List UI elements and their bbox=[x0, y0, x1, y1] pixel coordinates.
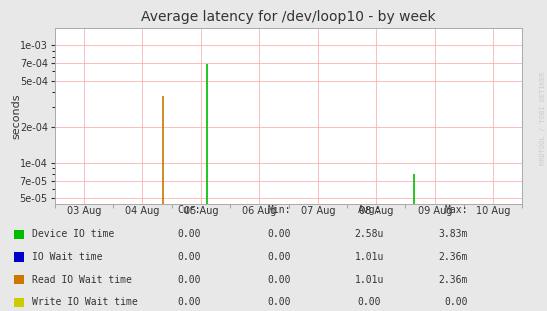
Text: 2.36m: 2.36m bbox=[438, 275, 468, 285]
Text: 0.00: 0.00 bbox=[444, 297, 468, 307]
Text: 0.00: 0.00 bbox=[267, 297, 290, 307]
Text: 1.01u: 1.01u bbox=[354, 252, 384, 262]
Text: 0.00: 0.00 bbox=[177, 275, 200, 285]
Text: Read IO Wait time: Read IO Wait time bbox=[32, 275, 132, 285]
Text: RRDTOOL / TOBI OETIKER: RRDTOOL / TOBI OETIKER bbox=[540, 72, 546, 165]
Text: 0.00: 0.00 bbox=[267, 275, 290, 285]
Text: Write IO Wait time: Write IO Wait time bbox=[32, 297, 137, 307]
Text: 3.83m: 3.83m bbox=[438, 229, 468, 239]
Text: Device IO time: Device IO time bbox=[32, 229, 114, 239]
Text: Avg:: Avg: bbox=[358, 205, 381, 215]
Text: 0.00: 0.00 bbox=[177, 252, 200, 262]
Text: Max:: Max: bbox=[444, 205, 468, 215]
Text: Min:: Min: bbox=[267, 205, 290, 215]
Text: 0.00: 0.00 bbox=[177, 297, 200, 307]
Text: 0.00: 0.00 bbox=[177, 229, 200, 239]
Text: 0.00: 0.00 bbox=[358, 297, 381, 307]
Text: 2.36m: 2.36m bbox=[438, 252, 468, 262]
Y-axis label: seconds: seconds bbox=[12, 93, 22, 139]
Text: 1.01u: 1.01u bbox=[354, 275, 384, 285]
Text: IO Wait time: IO Wait time bbox=[32, 252, 102, 262]
Text: 0.00: 0.00 bbox=[267, 252, 290, 262]
Text: 0.00: 0.00 bbox=[267, 229, 290, 239]
Text: Cur:: Cur: bbox=[177, 205, 200, 215]
Title: Average latency for /dev/loop10 - by week: Average latency for /dev/loop10 - by wee… bbox=[141, 10, 436, 24]
Text: 2.58u: 2.58u bbox=[354, 229, 384, 239]
